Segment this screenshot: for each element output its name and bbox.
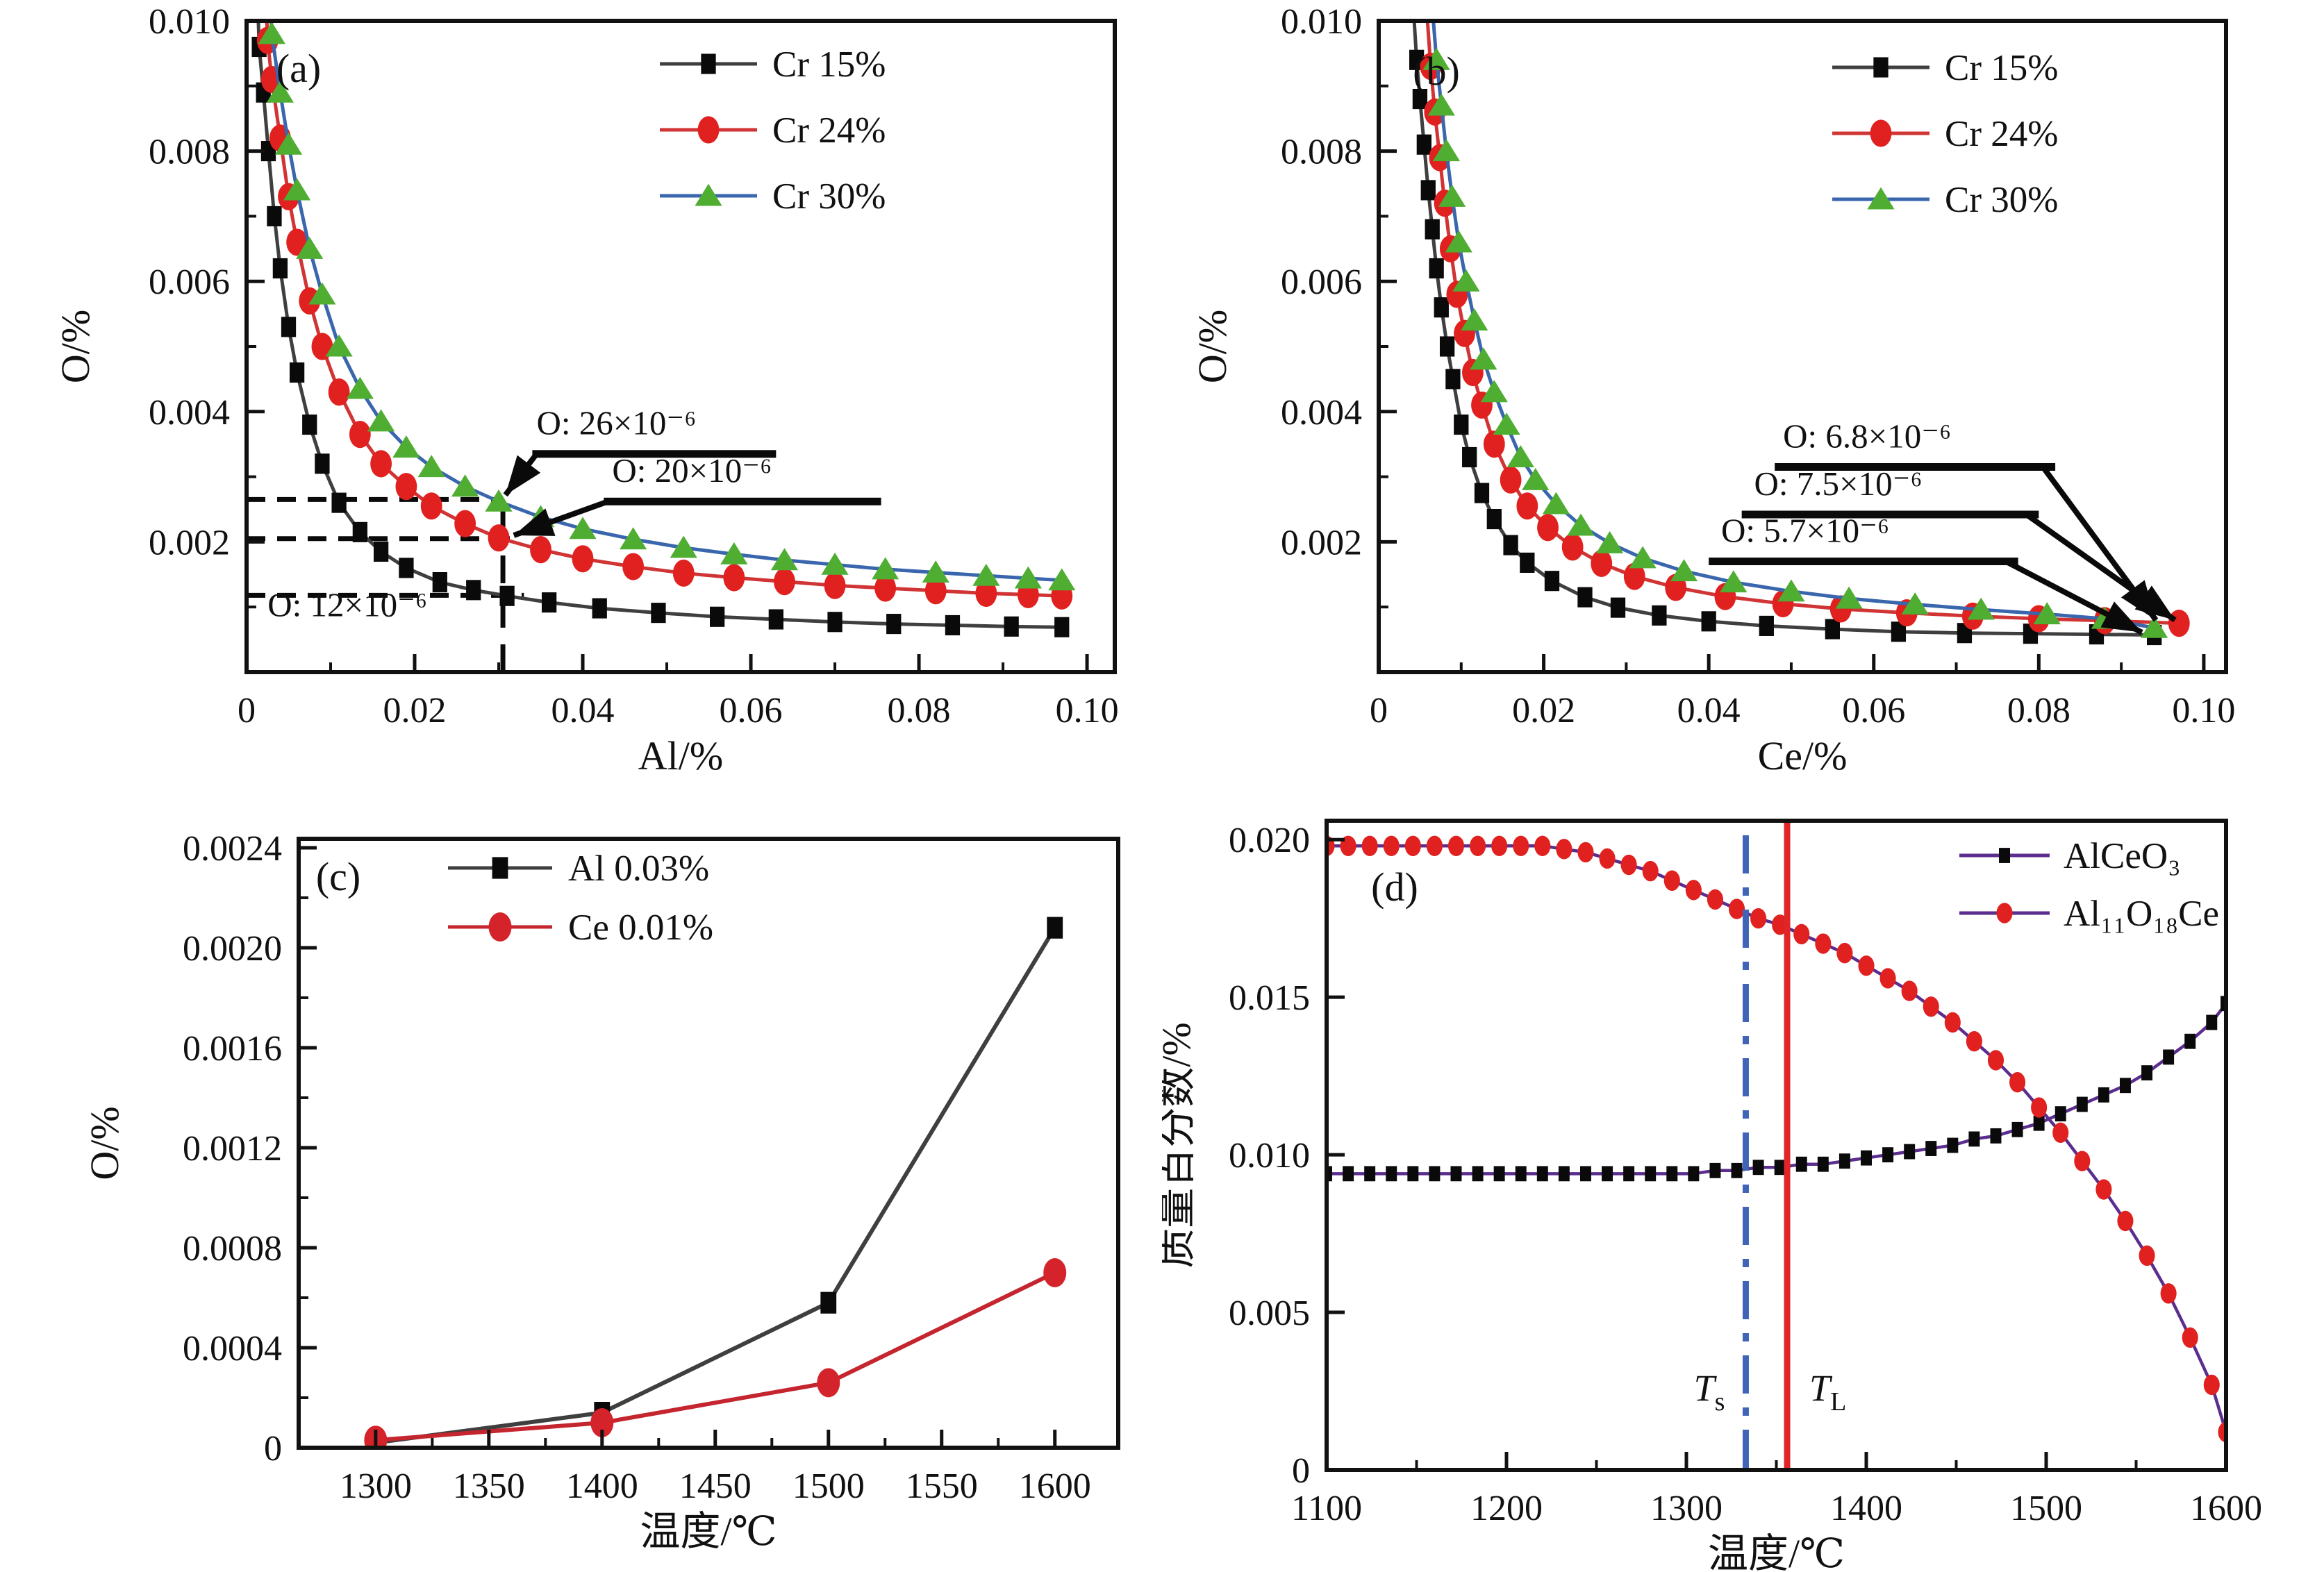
svg-text:0.004: 0.004 <box>1281 393 1362 433</box>
subplot-d-inclusion-mass-fraction-chart: Ts TL 1100 1200 1300 1400 1500 1600 0 0.005 0.010 0… <box>1162 819 2262 1572</box>
svg-text:1200: 1200 <box>1470 1489 1543 1528</box>
svg-text:Cr 30%: Cr 30% <box>1945 180 2058 220</box>
svg-text:0.020: 0.020 <box>1229 821 1310 860</box>
svg-text:Ce 0.01%: Ce 0.01% <box>568 908 713 948</box>
svg-text:1600: 1600 <box>1019 1466 1091 1506</box>
svg-text:AlCeO₃: AlCeO₃ <box>2064 836 2181 876</box>
svg-text:0.006: 0.006 <box>1281 262 1362 302</box>
svg-text:O: 7.5×10⁻⁶: O: 7.5×10⁻⁶ <box>1754 465 1923 503</box>
svg-text:O/%: O/% <box>1190 310 1235 383</box>
svg-text:1300: 1300 <box>1650 1489 1723 1528</box>
svg-text:0.04: 0.04 <box>551 691 615 730</box>
svg-text:Ce/%: Ce/% <box>1758 733 1848 778</box>
svg-text:0.006: 0.006 <box>149 262 230 302</box>
svg-text:Al 0.03%: Al 0.03% <box>568 848 709 889</box>
svg-text:0.0008: 0.0008 <box>183 1229 282 1269</box>
subplot-b-ce-deoxidation-chart: O: 6.8×10⁻⁶ O: 7.5×10⁻⁶ O: 5.7×10⁻⁶ 0 0.02 0.… <box>1190 2 2235 778</box>
svg-text:0.0020: 0.0020 <box>183 929 282 969</box>
svg-text:Cr 15%: Cr 15% <box>772 44 886 85</box>
svg-text:Cr 24%: Cr 24% <box>1945 114 2058 154</box>
svg-text:0.010: 0.010 <box>149 2 230 42</box>
svg-text:0.010: 0.010 <box>1229 1136 1310 1176</box>
svg-text:0: 0 <box>264 1429 282 1469</box>
svg-text:质量百分数/%: 质量百分数/% <box>1162 1022 1199 1268</box>
svg-text:TL: TL <box>1809 1367 1846 1416</box>
svg-text:0.08: 0.08 <box>888 691 951 730</box>
svg-text:O: 26×10⁻⁶: O: 26×10⁻⁶ <box>536 404 696 442</box>
svg-text:0.04: 0.04 <box>1677 691 1741 730</box>
svg-text:0.008: 0.008 <box>1281 133 1362 172</box>
svg-text:O: 6.8×10⁻⁶: O: 6.8×10⁻⁶ <box>1783 417 1951 455</box>
svg-text:0.06: 0.06 <box>1842 691 1905 730</box>
svg-text:温度/℃: 温度/℃ <box>1708 1531 1845 1572</box>
svg-text:0.02: 0.02 <box>383 691 447 730</box>
svg-text:(d): (d) <box>1371 864 1418 910</box>
svg-text:0.0012: 0.0012 <box>183 1129 282 1169</box>
svg-text:1400: 1400 <box>566 1466 638 1506</box>
svg-text:0: 0 <box>1292 1451 1310 1491</box>
svg-text:温度/℃: 温度/℃ <box>640 1509 777 1554</box>
svg-text:O/%: O/% <box>82 1106 127 1180</box>
svg-text:Ts: Ts <box>1694 1367 1725 1416</box>
svg-text:O: 12×10⁻⁶: O: 12×10⁻⁶ <box>267 585 427 624</box>
svg-text:1400: 1400 <box>1830 1489 1902 1528</box>
svg-text:0.005: 0.005 <box>1229 1294 1310 1333</box>
svg-text:1100: 1100 <box>1291 1489 1362 1528</box>
subplot-c-oxygen-vs-temperature-chart: 1300 1350 1400 1450 1500 1550 1600 0 0.0004 0.000… <box>82 829 1120 1554</box>
svg-text:1300: 1300 <box>340 1466 412 1506</box>
svg-text:0.10: 0.10 <box>2172 691 2235 730</box>
svg-text:O: 5.7×10⁻⁶: O: 5.7×10⁻⁶ <box>1721 511 1889 549</box>
svg-text:Cr 30%: Cr 30% <box>772 176 886 217</box>
svg-text:1600: 1600 <box>2190 1489 2262 1528</box>
svg-text:1550: 1550 <box>906 1466 978 1506</box>
svg-text:1450: 1450 <box>679 1466 752 1506</box>
svg-text:0.10: 0.10 <box>1056 691 1119 730</box>
svg-text:0.004: 0.004 <box>149 393 230 433</box>
svg-text:Al/%: Al/% <box>638 733 723 778</box>
svg-text:1500: 1500 <box>792 1466 865 1506</box>
svg-text:1350: 1350 <box>453 1466 525 1506</box>
svg-text:0.02: 0.02 <box>1512 691 1575 730</box>
svg-text:0.0016: 0.0016 <box>183 1029 282 1069</box>
svg-text:0.08: 0.08 <box>2007 691 2070 730</box>
svg-text:0.06: 0.06 <box>720 691 783 730</box>
svg-text:Cr 15%: Cr 15% <box>1945 48 2058 88</box>
svg-text:0.0024: 0.0024 <box>183 829 282 869</box>
svg-text:0.010: 0.010 <box>1281 2 1362 42</box>
svg-text:0.0004: 0.0004 <box>183 1329 282 1369</box>
svg-text:Al₁₁O₁₈Ce: Al₁₁O₁₈Ce <box>2064 894 2219 934</box>
svg-text:O/%: O/% <box>53 310 98 383</box>
svg-text:0.002: 0.002 <box>149 523 230 562</box>
svg-text:(b): (b) <box>1413 49 1460 94</box>
svg-text:0.008: 0.008 <box>149 133 230 172</box>
svg-text:0: 0 <box>1370 691 1388 730</box>
svg-text:Cr 24%: Cr 24% <box>772 110 886 151</box>
svg-text:(c): (c) <box>316 854 360 899</box>
svg-text:(a): (a) <box>276 46 321 91</box>
svg-text:0.002: 0.002 <box>1281 523 1362 562</box>
svg-text:O: 20×10⁻⁶: O: 20×10⁻⁶ <box>612 451 772 490</box>
subplot-a-al-deoxidation-chart: O: 26×10⁻⁶ O: 20×10⁻⁶ O: 12×10⁻⁶ 0 0.02 0.04 0… <box>53 2 1119 778</box>
svg-text:1500: 1500 <box>2010 1489 2082 1528</box>
svg-text:0.015: 0.015 <box>1229 978 1310 1018</box>
svg-text:0: 0 <box>238 691 256 730</box>
